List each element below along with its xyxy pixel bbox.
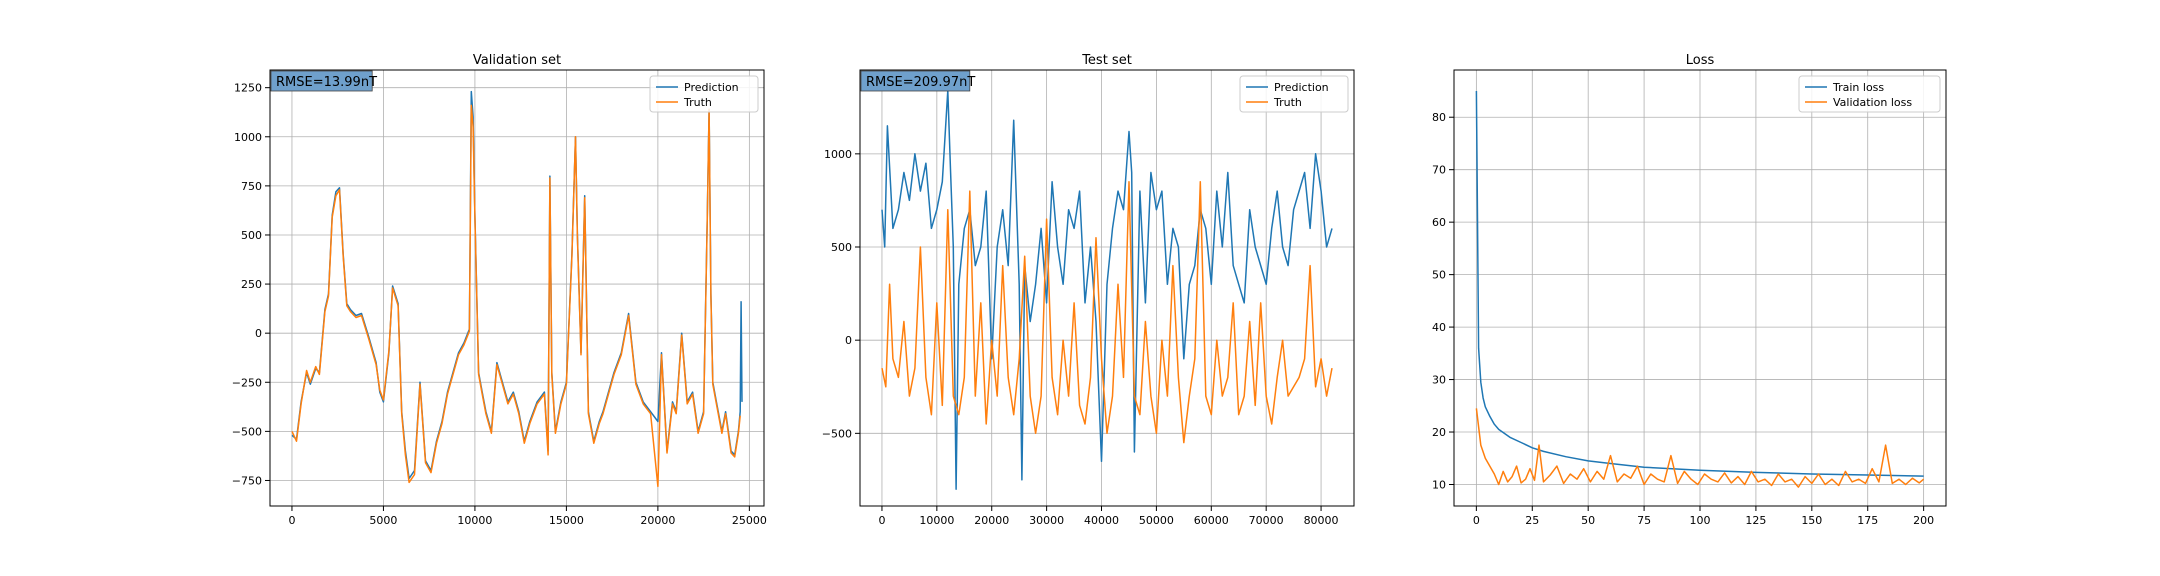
- series-line-blue: [291, 90, 743, 480]
- y-tick-label: 1000: [824, 148, 852, 161]
- y-tick-label: 0: [255, 327, 262, 340]
- y-tick-label: 80: [1432, 111, 1446, 124]
- y-tick-label: 500: [831, 241, 852, 254]
- legend-label: Truth: [683, 96, 712, 109]
- y-tick-label: 60: [1432, 216, 1446, 229]
- x-tick-label: 70000: [1249, 514, 1284, 527]
- y-tick-label: 750: [241, 180, 262, 193]
- y-tick-label: 250: [241, 278, 262, 291]
- legend-label: Prediction: [1274, 81, 1329, 94]
- x-tick-label: 75: [1637, 514, 1651, 527]
- legend-label: Validation loss: [1833, 96, 1912, 109]
- chart-title: Loss: [1686, 53, 1715, 68]
- rmse-annotation-box: [270, 70, 373, 92]
- series-line-orange: [291, 104, 741, 488]
- y-tick-label: 50: [1432, 269, 1446, 282]
- x-tick-label: 25000: [732, 514, 767, 527]
- x-tick-label: 0: [878, 514, 885, 527]
- y-tick-label: −750: [232, 474, 262, 487]
- y-tick-label: 30: [1432, 374, 1446, 387]
- series-line-blue: [881, 89, 1333, 490]
- x-tick-label: 60000: [1194, 514, 1229, 527]
- legend-label: Prediction: [684, 81, 739, 94]
- rmse-annotation-box: [860, 70, 971, 92]
- chart-title: Validation set: [473, 53, 561, 68]
- y-tick-label: 10: [1432, 478, 1446, 491]
- y-tick-label: 1000: [234, 131, 262, 144]
- x-tick-label: 50: [1581, 514, 1595, 527]
- y-tick-label: 20: [1432, 426, 1446, 439]
- chart-panel-2: 0 10000 20000 30000 40000 50000 60000 70000 8000…: [822, 53, 1355, 527]
- rmse-annotation-label: RMSE=13.99nT: [276, 75, 377, 90]
- y-tick-label: 0: [845, 334, 852, 347]
- x-tick-label: 200: [1913, 514, 1934, 527]
- x-tick-label: 0: [1473, 514, 1480, 527]
- legend-label: Train loss: [1832, 81, 1884, 94]
- x-tick-label: 125: [1745, 514, 1766, 527]
- series-line-blue: [1475, 90, 1924, 477]
- y-tick-label: 500: [241, 229, 262, 242]
- y-tick-label: 1250: [234, 82, 262, 95]
- x-tick-label: 5000: [369, 514, 397, 527]
- y-tick-label: −500: [822, 427, 852, 440]
- legend-box: [1239, 75, 1349, 113]
- x-tick-label: 30000: [1029, 514, 1064, 527]
- axes-frame: [859, 69, 1355, 507]
- x-tick-label: 80000: [1304, 514, 1339, 527]
- x-tick-label: 175: [1857, 514, 1878, 527]
- legend-box: [649, 75, 759, 113]
- x-tick-label: 40000: [1084, 514, 1119, 527]
- y-tick-label: −250: [232, 376, 262, 389]
- x-tick-label: 100: [1690, 514, 1711, 527]
- legend-label: Truth: [1273, 96, 1302, 109]
- legend-box: [1798, 75, 1941, 113]
- chart-title: Test set: [1081, 53, 1132, 68]
- rmse-annotation-label: RMSE=209.97nT: [866, 75, 975, 90]
- x-tick-label: 10000: [919, 514, 954, 527]
- y-tick-label: −500: [232, 425, 262, 438]
- chart-panel-3: 0 25 50 75 100 125 150 175 200 10 20 30 40 50 60 70 80 Lo…: [1432, 53, 1947, 527]
- x-tick-label: 0: [288, 514, 295, 527]
- x-tick-label: 150: [1801, 514, 1822, 527]
- x-tick-label: 50000: [1139, 514, 1174, 527]
- x-tick-label: 10000: [457, 514, 492, 527]
- series-line-orange: [1475, 408, 1925, 488]
- chart-panel-1: 0 5000 10000 15000 20000 25000 −750 −500 −250 0 25…: [232, 53, 767, 527]
- series-line-orange: [881, 181, 1333, 444]
- y-tick-label: 40: [1432, 321, 1446, 334]
- y-tick-label: 70: [1432, 164, 1446, 177]
- x-tick-label: 20000: [640, 514, 675, 527]
- x-tick-label: 15000: [549, 514, 584, 527]
- x-tick-label: 20000: [974, 514, 1009, 527]
- axes-frame: [269, 69, 765, 507]
- x-tick-label: 25: [1525, 514, 1539, 527]
